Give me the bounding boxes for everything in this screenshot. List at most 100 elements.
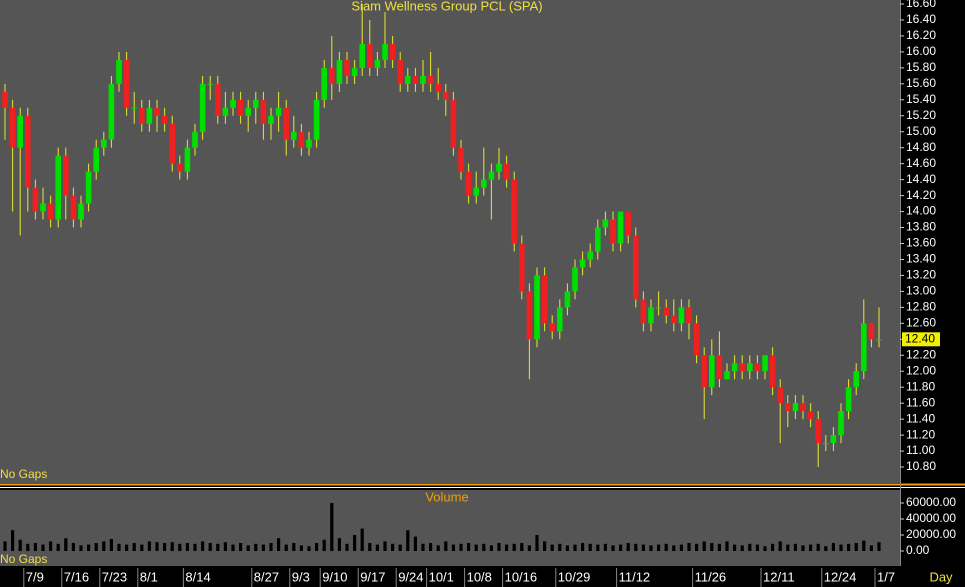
- volume-bar: [360, 528, 364, 551]
- candle-body: [268, 115, 274, 124]
- volume-bar: [543, 541, 547, 551]
- volume-bar: [64, 538, 68, 551]
- volume-bar: [345, 543, 349, 551]
- y-tick-label: 10.80: [906, 459, 936, 473]
- candle-body: [450, 99, 457, 148]
- candle-body: [595, 227, 601, 252]
- candle-body: [496, 163, 502, 172]
- candle-body: [70, 195, 77, 220]
- volume-bar: [87, 544, 91, 551]
- candle-body: [762, 355, 768, 372]
- volume-bar: [117, 543, 121, 551]
- y-tick-label: 13.80: [906, 220, 936, 234]
- candle-body: [458, 147, 464, 172]
- volume-bar: [26, 543, 30, 551]
- candle-body: [169, 123, 175, 164]
- candle-body: [336, 59, 343, 84]
- candle-body: [32, 187, 39, 212]
- volume-bar: [641, 544, 645, 551]
- volume-bar: [702, 541, 706, 551]
- candle-body: [785, 403, 791, 412]
- candle-body: [519, 243, 525, 292]
- volume-bar: [337, 538, 341, 551]
- candle-body: [184, 147, 191, 172]
- candle-body: [541, 275, 548, 324]
- candle-body: [291, 131, 297, 140]
- y-tick-label: 14.80: [906, 140, 936, 154]
- volume-bar: [261, 544, 265, 551]
- candle-body: [693, 323, 700, 356]
- volume-bar: [299, 545, 303, 551]
- volume-bar: [717, 543, 721, 551]
- candle-body: [412, 75, 419, 84]
- candle-body: [807, 411, 814, 420]
- volume-bar: [611, 545, 615, 551]
- candle-body: [253, 99, 259, 108]
- volume-bar: [391, 543, 395, 551]
- volume-bar: [170, 542, 174, 551]
- volume-bar: [748, 543, 752, 551]
- y-tick-label: 13.40: [906, 252, 936, 266]
- candle-body: [739, 363, 745, 372]
- volume-bar: [565, 545, 569, 551]
- volume-bar: [201, 541, 205, 551]
- volume-bar: [102, 541, 106, 551]
- volume-title: Volume: [425, 489, 468, 504]
- volume-bar: [413, 536, 417, 551]
- candle-body: [131, 107, 137, 109]
- volume-bar: [109, 539, 113, 551]
- volume-bar: [277, 538, 281, 551]
- volume-bar: [869, 545, 873, 551]
- volume-bar: [809, 544, 813, 551]
- volume-bar: [672, 545, 676, 551]
- volume-bar: [33, 543, 37, 551]
- volume-bar: [763, 546, 767, 551]
- volume-bar: [755, 544, 759, 551]
- x-tick-label: 9/3: [292, 569, 310, 584]
- volume-bar: [520, 543, 524, 551]
- candle-body: [488, 171, 495, 180]
- volume-bar: [603, 543, 607, 551]
- candle-body: [686, 307, 692, 324]
- y-tick-label: 15.60: [906, 76, 936, 90]
- volume-bar: [847, 543, 851, 551]
- candle-body: [192, 131, 198, 148]
- volume-bar: [163, 543, 167, 551]
- volume-bar: [239, 543, 243, 551]
- candle-body: [17, 115, 23, 148]
- volume-bar: [315, 543, 319, 551]
- candle-body: [2, 91, 8, 108]
- volume-bar: [284, 544, 288, 551]
- x-tick-label: 10/1: [429, 569, 454, 584]
- y-tick-label: 13.00: [906, 284, 936, 298]
- candle-body: [405, 75, 411, 84]
- y-tick-label: 16.60: [906, 0, 936, 10]
- candle-body: [78, 203, 84, 220]
- volume-bar: [467, 543, 471, 551]
- y-tick-label: 15.80: [906, 60, 936, 74]
- volume-bar: [824, 546, 828, 551]
- candle-body: [306, 139, 312, 148]
- volume-bar: [664, 543, 668, 551]
- candle-body: [579, 259, 586, 268]
- candle-body: [329, 67, 335, 84]
- volume-bar: [771, 543, 775, 551]
- y-tick-label: 14.20: [906, 188, 936, 202]
- candle-body: [397, 59, 403, 84]
- y-tick-label: 15.40: [906, 92, 936, 106]
- candle-body: [139, 107, 145, 124]
- volume-bar: [398, 544, 402, 551]
- y-tick-label: 60000.00: [906, 495, 956, 509]
- candle-body: [709, 355, 715, 388]
- candle-body: [389, 43, 396, 60]
- candle-body: [382, 43, 388, 60]
- x-tick-label: 9/17: [360, 569, 385, 584]
- candle-body: [526, 291, 533, 340]
- volume-bar: [581, 543, 585, 551]
- candle-body: [731, 363, 738, 372]
- volume-pane: [0, 490, 900, 566]
- volume-bar: [527, 545, 531, 551]
- y-tick-label: 14.40: [906, 172, 936, 186]
- volume-bar: [778, 541, 782, 551]
- candle-body: [443, 91, 449, 100]
